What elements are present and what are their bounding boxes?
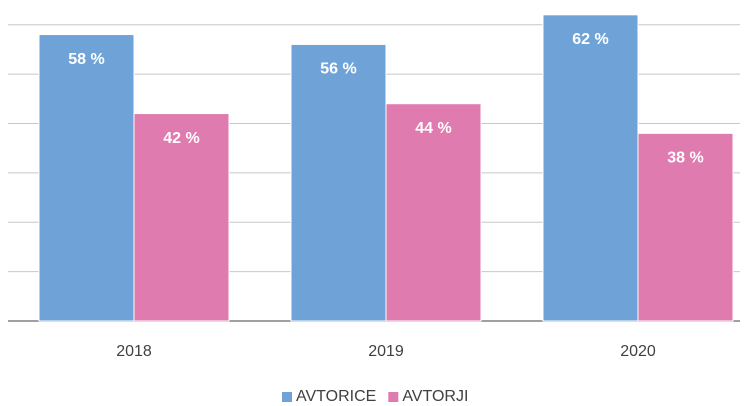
bar	[385, 103, 482, 322]
x-tick-label: 2020	[620, 343, 656, 360]
x-tick-label: 2018	[116, 343, 152, 360]
bar	[637, 132, 734, 322]
value-label: 62 %	[572, 31, 608, 48]
bar	[290, 43, 387, 322]
x-tick-label: 2019	[368, 343, 404, 360]
legend-swatch	[282, 392, 292, 402]
value-label: 58 %	[68, 51, 104, 68]
bar	[38, 34, 135, 322]
bar	[542, 14, 639, 322]
value-label: 44 %	[415, 120, 451, 137]
value-label: 42 %	[163, 130, 199, 147]
legend-swatch	[388, 392, 399, 402]
legend-label: AVTORICE	[296, 388, 376, 405]
legend-label: AVTORJI	[402, 388, 468, 405]
value-label: 56 %	[320, 61, 356, 78]
value-label: 38 %	[667, 150, 703, 167]
bar	[133, 113, 230, 322]
